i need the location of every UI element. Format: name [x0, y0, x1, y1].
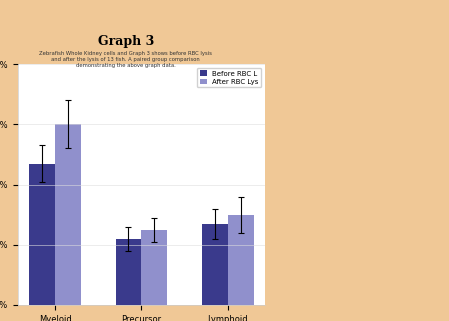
Bar [141, 230, 167, 305]
Text: Graph 3: Graph 3 [97, 35, 154, 48]
Legend: Before RBC L, After RBC Lys: Before RBC L, After RBC Lys [197, 68, 261, 87]
Bar [202, 224, 228, 305]
Text: Zebrafish Whole Kidney cells and Graph 3 shows before RBC lysis
and after the ly: Zebrafish Whole Kidney cells and Graph 3… [39, 51, 212, 68]
Bar [228, 215, 254, 305]
Bar [115, 239, 141, 305]
Bar [55, 124, 81, 305]
Bar [29, 163, 55, 305]
